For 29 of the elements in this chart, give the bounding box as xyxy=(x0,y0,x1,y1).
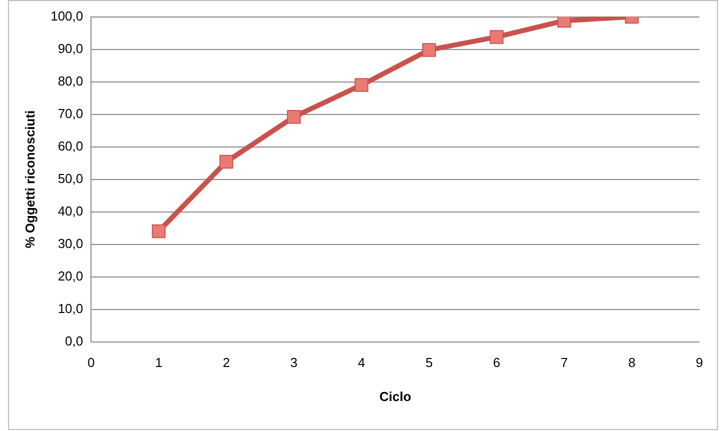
x-tick-label: 5 xyxy=(425,355,433,370)
x-tick-label: 0 xyxy=(88,355,95,370)
x-tick-label: 3 xyxy=(290,355,298,370)
y-tick-label: 0,0 xyxy=(65,333,84,348)
x-tick-label: 6 xyxy=(493,355,500,370)
x-tick-label: 1 xyxy=(155,355,162,370)
point xyxy=(287,110,301,124)
y-tick-label: 20,0 xyxy=(58,268,84,284)
x-axis-title: Ciclo xyxy=(379,388,412,404)
x-tick-label: 2 xyxy=(222,355,230,370)
y-tick-label: 50,0 xyxy=(58,170,84,186)
y-tick-label: 100,0 xyxy=(50,8,84,24)
x-tick-label: 8 xyxy=(628,355,636,370)
point xyxy=(354,78,368,92)
point xyxy=(422,43,436,57)
y-tick-label: 10,0 xyxy=(58,300,84,316)
y-tick-label: 80,0 xyxy=(58,73,84,88)
y-tick-label: 30,0 xyxy=(58,236,84,251)
y-tick-label: 60,0 xyxy=(58,138,84,154)
point xyxy=(152,224,166,238)
x-tick-label: 7 xyxy=(560,355,568,370)
y-tick-label: 90,0 xyxy=(58,40,84,56)
y-axis-title: % Oggetti riconosciuti xyxy=(22,110,38,248)
x-tick-label: 9 xyxy=(696,355,703,370)
y-tick-label: 70,0 xyxy=(58,106,84,121)
point xyxy=(490,30,504,44)
x-tick-label: 4 xyxy=(358,355,366,370)
point xyxy=(219,154,234,169)
y-tick-label: 40,0 xyxy=(58,203,84,218)
